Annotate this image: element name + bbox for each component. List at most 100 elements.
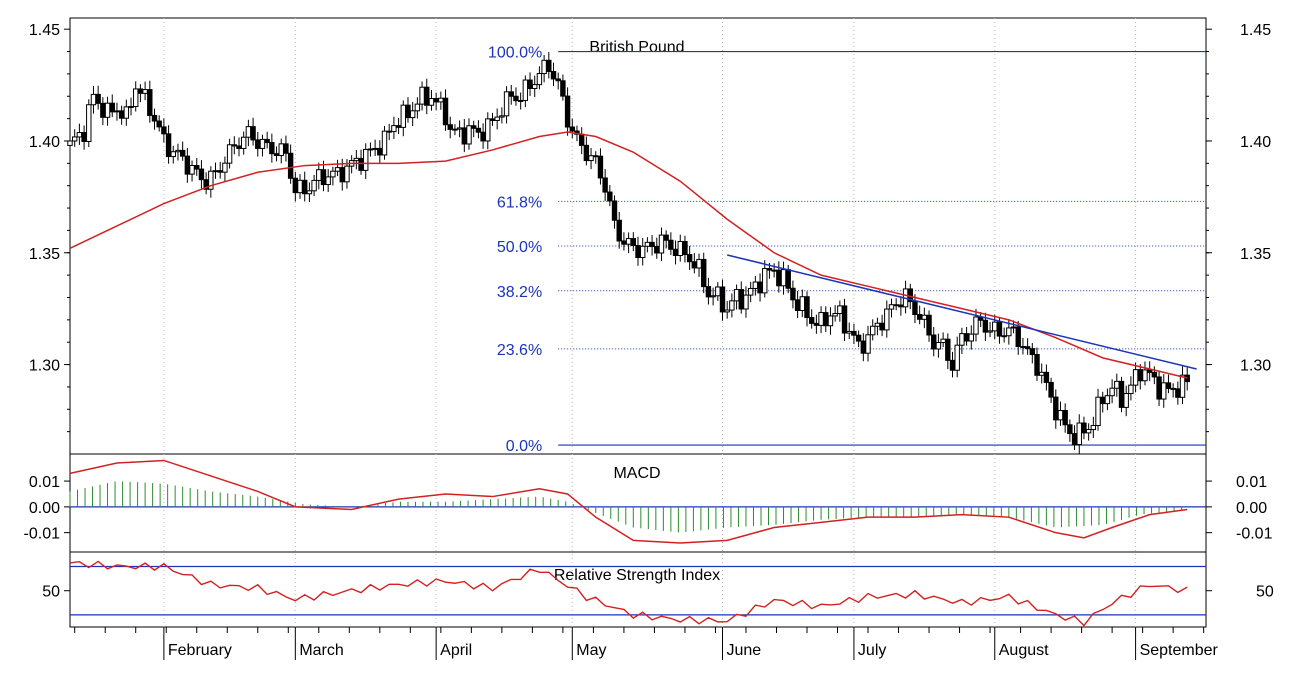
candle-body: [724, 309, 730, 313]
candle-body: [400, 104, 406, 128]
candle-body: [363, 148, 369, 171]
candle-body: [747, 287, 754, 296]
candle-body: [175, 149, 181, 153]
candle-body: [963, 333, 970, 342]
candle-body: [517, 99, 524, 102]
candle-body: [95, 93, 101, 104]
candle-body: [1170, 387, 1176, 390]
candle-body: [766, 268, 773, 271]
candle-body: [1161, 382, 1167, 400]
candle-body: [1179, 374, 1186, 398]
candle-body: [489, 118, 496, 121]
candle-body: [870, 325, 876, 336]
candle-body: [658, 234, 665, 254]
y-tick-label-left: 1.45: [29, 22, 60, 39]
candle-body: [217, 170, 223, 173]
candle-body: [334, 167, 341, 172]
candle-body: [1156, 376, 1162, 400]
candle-body: [1184, 374, 1190, 383]
candle-body: [269, 142, 275, 155]
candle-body: [827, 315, 834, 327]
candle-body: [325, 176, 331, 186]
candle-body: [541, 59, 547, 75]
x-tick-label: June: [726, 642, 761, 659]
candle-body: [625, 238, 632, 245]
candle-body: [874, 322, 881, 327]
candle-body: [1118, 380, 1125, 408]
candle-body: [287, 152, 294, 179]
x-tick-label: September: [1140, 642, 1219, 659]
candle-body: [391, 125, 397, 133]
candle-body: [696, 258, 702, 269]
candle-body: [306, 190, 313, 195]
candle-body: [1081, 422, 1087, 434]
candle-body: [428, 98, 435, 106]
candle-body: [823, 312, 829, 327]
candle-body: [137, 88, 144, 94]
candle-body: [884, 308, 890, 331]
y-tick-label-right: 1.40: [1240, 134, 1271, 151]
candle-body: [259, 138, 266, 149]
candle-body: [752, 281, 759, 289]
candle-body: [855, 334, 862, 342]
candle-body: [100, 102, 106, 118]
candle-body: [372, 147, 378, 150]
candle-body: [677, 240, 683, 257]
candle-body: [438, 97, 444, 103]
candle-body: [165, 133, 172, 158]
x-tick-label: February: [168, 642, 232, 659]
candle-body: [1006, 327, 1012, 337]
candle-body: [344, 165, 350, 183]
x-tick-label: April: [440, 642, 472, 659]
rsi-tick-label-left: 50: [42, 584, 60, 601]
candle-body: [1015, 326, 1021, 348]
candle-body: [982, 319, 989, 333]
candle-body: [1104, 395, 1111, 405]
candle-body: [743, 294, 749, 310]
candle-body: [926, 314, 932, 336]
candle-body: [1095, 396, 1101, 426]
rsi-panel: Relative Strength Index: [69, 551, 1207, 628]
x-tick-label: May: [576, 642, 606, 659]
candle-body: [532, 84, 538, 89]
candle-body: [1132, 369, 1139, 386]
candle-body: [715, 286, 721, 297]
candle-body: [189, 165, 195, 175]
candle-body: [1085, 429, 1092, 434]
candle-body: [1001, 335, 1007, 338]
candle-body: [395, 125, 402, 128]
macd-panel: MACD: [69, 453, 1207, 553]
candle-body: [644, 241, 651, 247]
y-tick-label-left: 1.30: [29, 358, 60, 375]
candle-body: [1034, 354, 1040, 376]
x-tick-label: July: [858, 642, 886, 659]
candle-body: [503, 91, 510, 117]
candle-body: [785, 269, 791, 289]
candle-body: [733, 289, 740, 302]
candle-body: [114, 110, 120, 113]
candle-body: [179, 149, 186, 157]
candle-body: [1053, 396, 1059, 421]
y-tick-label-right: 1.45: [1240, 22, 1271, 39]
candle-body: [1175, 388, 1181, 398]
candle-body: [837, 305, 843, 315]
candle-body: [170, 151, 176, 158]
x-tick-label: August: [999, 642, 1049, 659]
candle-body: [433, 98, 439, 103]
candle-body: [569, 126, 575, 132]
candle-body: [1090, 424, 1097, 431]
candle-body: [578, 133, 585, 146]
candle-body: [1146, 369, 1153, 373]
candle-body: [621, 240, 627, 245]
candle-body: [710, 295, 716, 298]
candle-body: [630, 238, 637, 246]
candle-body: [231, 144, 237, 147]
macd-tick-label-left: -0.01: [24, 526, 61, 543]
candle-body: [264, 138, 270, 144]
candle-body: [987, 330, 993, 333]
candle-body: [358, 157, 364, 171]
macd-title: MACD: [613, 465, 660, 482]
candle-body: [367, 148, 374, 151]
candle-body: [1128, 384, 1134, 395]
